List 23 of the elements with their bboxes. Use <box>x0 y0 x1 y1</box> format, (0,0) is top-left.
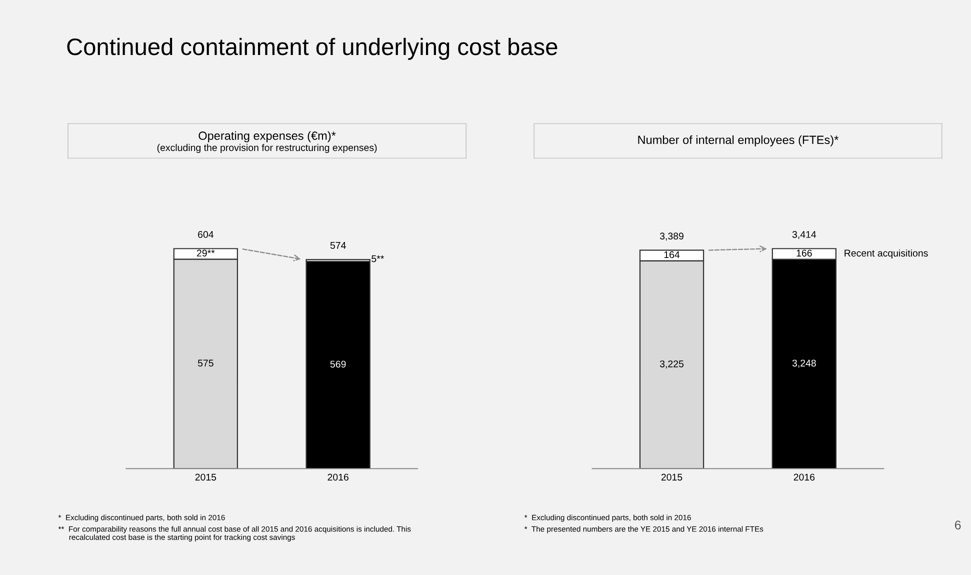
x-tick-label: 2016 <box>328 474 348 481</box>
data-label: 3,248 <box>792 360 816 368</box>
text: Continued containment of underlying cost base <box>67 38 558 60</box>
data-label: 3,225 <box>660 360 684 368</box>
data-label: 166 <box>796 250 812 257</box>
chart-title: Number of internal employees (FTEs)* <box>638 135 838 146</box>
chart-title: Operating expenses (€m)* <box>198 131 336 142</box>
x-tick-label: 2016 <box>794 474 815 481</box>
text: 6 <box>954 520 961 530</box>
total-label: 3,389 <box>660 232 684 241</box>
data-label: 29** <box>196 250 215 257</box>
data-label: 5** <box>372 255 384 262</box>
total-label: 574 <box>330 242 346 249</box>
x-tick-label: 2015 <box>661 474 682 481</box>
bar <box>306 260 370 469</box>
total-label: 3,414 <box>792 231 816 240</box>
data-label: 569 <box>330 360 346 368</box>
total-label: 604 <box>198 231 214 238</box>
data-label: 575 <box>198 360 214 367</box>
x-tick-label: 2015 <box>195 474 216 481</box>
chart-subtitle: (excluding the provision for restructuring expenses) <box>157 144 377 153</box>
data-label: 164 <box>664 251 680 258</box>
series-label: Recent acquisitions <box>844 249 928 259</box>
